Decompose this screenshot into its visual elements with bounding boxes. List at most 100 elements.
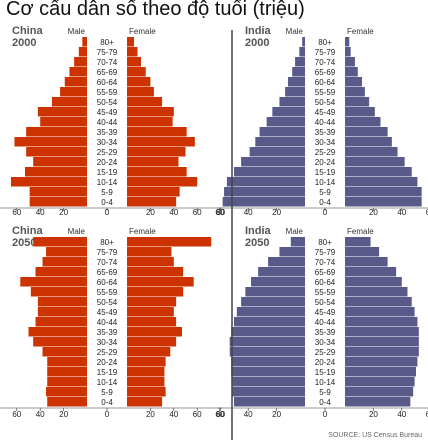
bar-male: [236, 307, 305, 317]
bar-male: [10, 177, 88, 187]
age-group-label: 0-4: [101, 398, 113, 407]
age-group-label: 20-24: [97, 158, 118, 167]
age-group-label: 30-34: [97, 138, 118, 147]
bar-female: [127, 87, 154, 97]
country-label: India: [245, 225, 272, 237]
age-group-label: 55-59: [97, 288, 118, 297]
age-group-label: 0-4: [101, 198, 113, 207]
age-group-label: 65-69: [315, 268, 336, 277]
bar-female: [345, 67, 358, 77]
x-tick-label: 0: [105, 410, 110, 419]
bar-female: [127, 317, 177, 327]
bar-female: [345, 287, 408, 297]
bar-female: [345, 157, 405, 167]
bar-female: [127, 177, 198, 187]
male-label: Male: [286, 27, 304, 36]
country-label: China: [12, 25, 43, 37]
x-tick-label: 0: [105, 208, 110, 217]
bar-female: [345, 377, 415, 387]
year-label: 2000: [12, 37, 36, 49]
age-group-label: 0-4: [319, 398, 331, 407]
bar-female: [127, 37, 135, 47]
bar-female: [345, 117, 381, 127]
age-group-label: 40-44: [97, 118, 118, 127]
bar-female: [345, 47, 351, 57]
bar-male: [33, 157, 87, 167]
x-tick-label: 40: [36, 410, 45, 419]
female-label: Female: [129, 27, 156, 36]
x-tick-label: 60: [193, 208, 202, 217]
bar-male: [287, 77, 305, 87]
bar-male: [14, 137, 88, 147]
x-tick-label: 60: [426, 410, 428, 419]
source-note: SOURCE: US Census Bureau: [328, 432, 422, 439]
bar-male: [295, 57, 305, 67]
bar-female: [127, 377, 165, 387]
x-tick-label: 40: [244, 410, 253, 419]
x-tick-label: 60: [193, 410, 202, 419]
bar-female: [127, 277, 194, 287]
age-group-label: 15-19: [97, 168, 118, 177]
bar-female: [127, 257, 174, 267]
bar-male: [299, 47, 305, 57]
x-tick-label: 40: [36, 208, 45, 217]
bar-female: [127, 97, 163, 107]
bar-female: [127, 157, 179, 167]
bar-male: [251, 277, 305, 287]
bar-male: [42, 347, 87, 357]
bar-female: [127, 387, 166, 397]
age-group-label: 5-9: [319, 188, 331, 197]
bar-female: [345, 347, 419, 357]
bar-male: [28, 327, 87, 337]
age-group-label: 70-74: [315, 258, 336, 267]
age-group-label: 35-39: [97, 328, 118, 337]
bar-male: [29, 187, 88, 197]
bar-male: [69, 67, 87, 77]
bar-female: [127, 327, 182, 337]
female-label: Female: [129, 227, 156, 236]
age-group-label: 60-64: [97, 278, 118, 287]
bar-female: [345, 357, 418, 367]
bar-female: [127, 347, 171, 357]
age-group-label: 60-64: [315, 278, 336, 287]
bar-female: [127, 247, 172, 257]
bar-male: [42, 257, 87, 267]
x-tick-label: 20: [146, 410, 155, 419]
age-group-label: 15-19: [315, 368, 336, 377]
age-group-label: 65-69: [97, 68, 118, 77]
bar-male: [231, 327, 305, 337]
age-group-label: 15-19: [97, 368, 118, 377]
female-label: Female: [347, 27, 374, 36]
age-group-label: 0-4: [319, 198, 331, 207]
bar-female: [345, 237, 371, 247]
x-tick-label: 60: [426, 208, 428, 217]
year-label: 2050: [12, 237, 36, 249]
bar-male: [47, 367, 87, 377]
bar-male: [279, 97, 305, 107]
age-group-label: 75-79: [315, 248, 336, 257]
year-label: 2000: [245, 37, 269, 49]
age-group-label: 80+: [318, 238, 332, 247]
bar-male: [231, 367, 305, 377]
bar-female: [127, 367, 165, 377]
age-group-label: 35-39: [315, 328, 336, 337]
age-group-label: 20-24: [97, 358, 118, 367]
bar-female: [345, 127, 388, 137]
bar-female: [345, 187, 422, 197]
x-tick-label: 20: [59, 208, 68, 217]
x-tick-label: 40: [397, 410, 406, 419]
bar-male: [232, 377, 305, 387]
x-tick-label: 20: [59, 410, 68, 419]
age-group-label: 50-54: [97, 98, 118, 107]
bar-female: [345, 177, 418, 187]
bar-male: [30, 287, 87, 297]
bar-male: [64, 77, 87, 87]
bar-female: [345, 337, 419, 347]
bar-male: [249, 147, 305, 157]
age-group-label: 70-74: [97, 58, 118, 67]
x-tick-label: 20: [369, 208, 378, 217]
